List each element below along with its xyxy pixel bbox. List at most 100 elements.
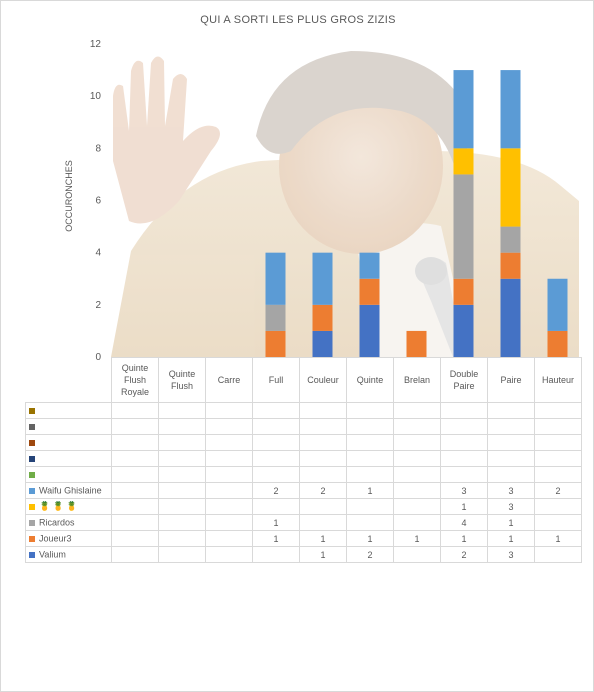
y-tick-label: 10 <box>90 91 102 102</box>
legend-swatch <box>29 519 35 526</box>
data-label <box>346 402 394 419</box>
legend-swatch <box>29 535 35 542</box>
table-row <box>25 402 582 419</box>
table-row: Waifu Ghislaine 2 2 1 3 3 2 <box>25 482 582 499</box>
table-row: 🍍 🍍 🍍 1 3 <box>25 498 582 515</box>
data-label <box>158 514 206 531</box>
y-tick-label: 2 <box>95 300 101 311</box>
table-row <box>25 450 582 467</box>
data-label: 1 <box>393 530 441 547</box>
data-label: 1 <box>440 498 488 515</box>
data-label <box>440 402 488 419</box>
legend-swatch <box>29 551 35 558</box>
data-label <box>299 466 347 483</box>
data-label <box>158 498 206 515</box>
data-label: 1 <box>346 482 394 499</box>
data-label: 1 <box>252 514 300 531</box>
legend-swatch <box>29 439 35 446</box>
data-label <box>205 498 253 515</box>
data-label <box>487 418 535 435</box>
data-label <box>252 434 300 451</box>
bar-segment <box>359 278 380 305</box>
data-label <box>534 514 582 531</box>
data-label <box>393 466 441 483</box>
data-label: 2 <box>299 482 347 499</box>
x-tick-label: Couleur <box>299 357 347 403</box>
table-row <box>25 466 582 483</box>
data-label <box>111 546 159 563</box>
data-label: 3 <box>487 482 535 499</box>
y-tick-label: 6 <box>95 196 101 207</box>
data-label <box>111 402 159 419</box>
hair-shape <box>256 51 471 171</box>
legend-key: Valium <box>25 546 112 563</box>
bar-segment <box>500 226 521 253</box>
data-label: 2 <box>346 546 394 563</box>
y-tick-label: 4 <box>95 248 101 259</box>
data-label <box>487 466 535 483</box>
bar-segment <box>453 174 474 279</box>
data-label <box>346 466 394 483</box>
legend-label: Joueur3 <box>39 533 72 544</box>
legend-swatch <box>29 407 35 414</box>
data-label <box>111 530 159 547</box>
data-label: 2 <box>252 482 300 499</box>
legend-swatch <box>29 423 35 430</box>
data-label <box>346 498 394 515</box>
data-label <box>346 450 394 467</box>
plot-area: 0 2 4 6 8 10 12 <box>90 39 579 361</box>
data-label: 3 <box>440 482 488 499</box>
table-row <box>25 418 582 435</box>
bar-segment <box>312 252 333 305</box>
bar-segment <box>500 70 521 149</box>
legend-swatch <box>29 487 35 494</box>
legend-key <box>25 402 112 419</box>
data-label <box>158 546 206 563</box>
table-header-row: Quinte Flush Royale Quinte Flush Carre Full… <box>25 357 582 403</box>
data-label <box>299 402 347 419</box>
data-label <box>111 482 159 499</box>
data-label <box>158 434 206 451</box>
data-label <box>440 434 488 451</box>
data-label <box>299 498 347 515</box>
data-label <box>346 418 394 435</box>
data-label <box>252 402 300 419</box>
table-row: Ricardos 1 4 1 <box>25 514 582 531</box>
legend-key <box>25 418 112 435</box>
data-label <box>534 466 582 483</box>
data-label <box>534 402 582 419</box>
data-label <box>299 514 347 531</box>
data-label <box>299 434 347 451</box>
data-label <box>534 498 582 515</box>
legend-key <box>25 434 112 451</box>
data-label <box>158 482 206 499</box>
bar-segment <box>265 330 286 357</box>
data-label <box>205 514 253 531</box>
x-tick-label: Quinte <box>346 357 394 403</box>
x-tick-label: Double Paire <box>440 357 488 403</box>
legend-swatch <box>29 471 35 478</box>
bar-segment <box>453 278 474 305</box>
legend-swatch <box>29 503 35 510</box>
data-label <box>111 498 159 515</box>
legend-label: Ricardos <box>39 517 75 528</box>
legend-label: Valium <box>39 549 66 560</box>
table-row <box>25 434 582 451</box>
data-label <box>158 402 206 419</box>
legend-key: Ricardos <box>25 514 112 531</box>
data-label <box>111 466 159 483</box>
data-label <box>534 450 582 467</box>
data-label <box>393 482 441 499</box>
data-label: 1 <box>346 530 394 547</box>
data-label <box>534 434 582 451</box>
x-tick-label: Full <box>252 357 300 403</box>
bar-segment <box>312 304 333 331</box>
data-label <box>252 546 300 563</box>
bar-segment <box>453 148 474 175</box>
data-label: 1 <box>252 530 300 547</box>
bar-segment <box>359 304 380 357</box>
data-label <box>487 450 535 467</box>
y-tick-label: 0 <box>95 352 101 361</box>
table-row: Valium 1 2 2 3 <box>25 546 582 563</box>
